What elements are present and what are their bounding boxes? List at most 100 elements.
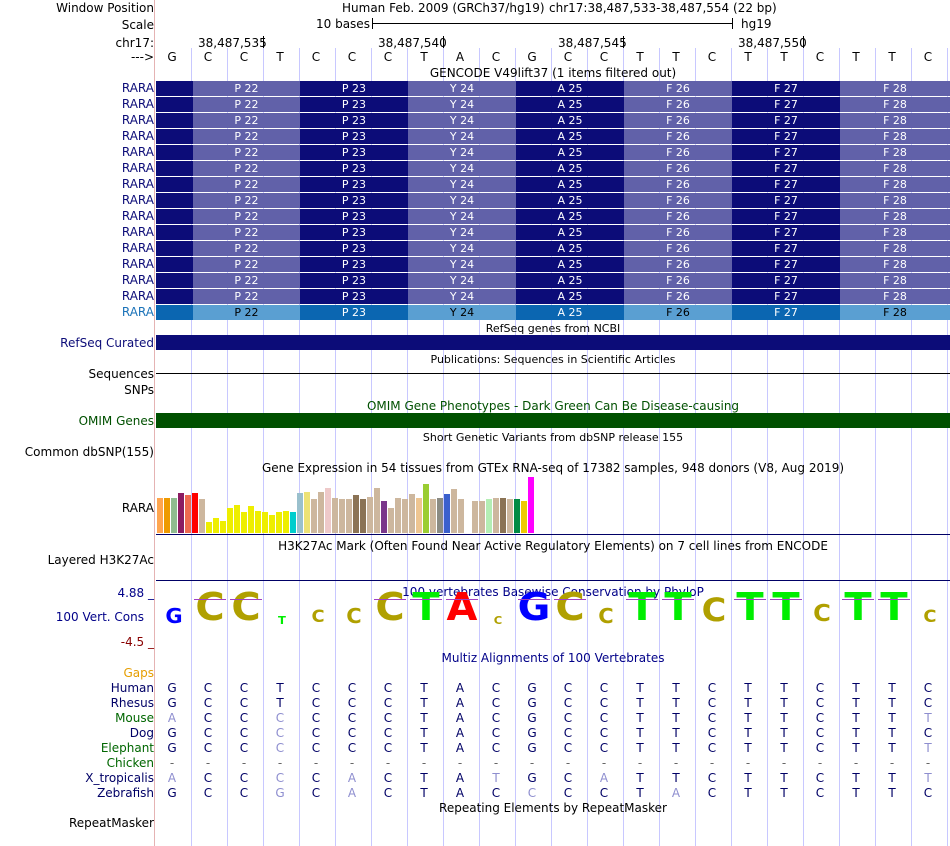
- codon-cell[interactable]: F 27: [732, 241, 840, 256]
- codon-fragment[interactable]: [156, 177, 193, 192]
- codon-cell[interactable]: P 23: [300, 129, 408, 144]
- gtex-tissue-bar[interactable]: [220, 521, 226, 533]
- codon-cell[interactable]: F 28: [840, 97, 950, 112]
- omim-track-title[interactable]: OMIM Gene Phenotypes - Dark Green Can Be…: [366, 399, 740, 413]
- gtex-tissue-bar[interactable]: [458, 499, 464, 533]
- codon-cell[interactable]: F 26: [624, 257, 732, 272]
- gtex-tissue-bar[interactable]: [241, 512, 247, 533]
- codon-cell[interactable]: Y 24: [408, 177, 516, 192]
- codon-cell[interactable]: P 23: [300, 177, 408, 192]
- codon-cell[interactable]: F 27: [732, 257, 840, 272]
- multiz-species-label[interactable]: Zebrafish: [97, 786, 154, 800]
- gencode-transcript-row[interactable]: P 22 P 23 Y 24 A 25 F 26 F 27 F 28: [156, 209, 950, 224]
- codon-cell[interactable]: F 26: [624, 129, 732, 144]
- codon-cell[interactable]: P 22: [193, 161, 300, 176]
- refseq-gene-bar[interactable]: [156, 335, 950, 350]
- gtex-tissue-bar[interactable]: [451, 489, 457, 533]
- gtex-expression-chart[interactable]: [156, 476, 556, 533]
- codon-cell[interactable]: F 28: [840, 257, 950, 272]
- codon-cell[interactable]: P 23: [300, 97, 408, 112]
- codon-cell[interactable]: P 22: [193, 241, 300, 256]
- codon-fragment[interactable]: [156, 161, 193, 176]
- gtex-tissue-bar[interactable]: [178, 493, 184, 533]
- codon-cell[interactable]: Y 24: [408, 145, 516, 160]
- gtex-tissue-bar[interactable]: [528, 477, 534, 533]
- gtex-tissue-bar[interactable]: [423, 484, 429, 533]
- codon-fragment[interactable]: [156, 289, 193, 304]
- gencode-transcript-row[interactable]: P 22 P 23 Y 24 A 25 F 26 F 27 F 28: [156, 177, 950, 192]
- omim-gene-bar[interactable]: [156, 413, 950, 428]
- codon-cell[interactable]: A 25: [516, 129, 624, 144]
- codon-cell[interactable]: A 25: [516, 273, 624, 288]
- gtex-tissue-bar[interactable]: [486, 499, 492, 533]
- codon-cell[interactable]: A 25: [516, 289, 624, 304]
- gtex-tissue-bar[interactable]: [416, 498, 422, 533]
- codon-cell[interactable]: P 23: [300, 113, 408, 128]
- codon-cell[interactable]: Y 24: [408, 161, 516, 176]
- codon-cell[interactable]: F 27: [732, 177, 840, 192]
- multiz-species-label[interactable]: Rhesus: [110, 696, 154, 710]
- codon-cell[interactable]: Y 24: [408, 225, 516, 240]
- gtex-tissue-bar[interactable]: [297, 493, 303, 533]
- codon-cell[interactable]: P 22: [193, 177, 300, 192]
- codon-cell[interactable]: F 26: [624, 177, 732, 192]
- gtex-tissue-bar[interactable]: [304, 492, 310, 533]
- codon-cell[interactable]: A 25: [516, 81, 624, 96]
- codon-cell[interactable]: F 27: [732, 193, 840, 208]
- codon-cell[interactable]: P 23: [300, 225, 408, 240]
- codon-cell[interactable]: Y 24: [408, 81, 516, 96]
- publications-snps-label[interactable]: SNPs: [124, 383, 154, 397]
- codon-cell[interactable]: Y 24: [408, 289, 516, 304]
- gencode-transcript-row[interactable]: P 22 P 23 Y 24 A 25 F 26 F 27 F 28: [156, 193, 950, 208]
- codon-cell[interactable]: P 23: [300, 193, 408, 208]
- codon-cell[interactable]: F 27: [732, 209, 840, 224]
- codon-cell[interactable]: P 22: [193, 305, 300, 320]
- gencode-transcript-label[interactable]: RARA: [121, 161, 154, 175]
- gtex-track-label[interactable]: RARA: [121, 501, 154, 515]
- gtex-tissue-bar[interactable]: [500, 498, 506, 533]
- codon-fragment[interactable]: [156, 241, 193, 256]
- codon-cell[interactable]: Y 24: [408, 257, 516, 272]
- gtex-tissue-bar[interactable]: [395, 498, 401, 533]
- codon-cell[interactable]: F 26: [624, 193, 732, 208]
- codon-cell[interactable]: A 25: [516, 193, 624, 208]
- codon-cell[interactable]: F 27: [732, 225, 840, 240]
- refseq-track-title[interactable]: RefSeq genes from NCBI: [485, 322, 621, 335]
- codon-cell[interactable]: F 28: [840, 241, 950, 256]
- codon-cell[interactable]: P 23: [300, 209, 408, 224]
- h3k27ac-track-title[interactable]: H3K27Ac Mark (Often Found Near Active Re…: [278, 539, 828, 553]
- codon-cell[interactable]: F 26: [624, 225, 732, 240]
- gencode-transcript-label[interactable]: RARA: [121, 81, 154, 95]
- gencode-transcript-label[interactable]: RARA: [121, 273, 154, 287]
- codon-cell[interactable]: A 25: [516, 209, 624, 224]
- codon-cell[interactable]: A 25: [516, 305, 624, 320]
- gencode-transcript-row[interactable]: P 22 P 23 Y 24 A 25 F 26 F 27 F 28: [156, 273, 950, 288]
- codon-fragment[interactable]: [156, 97, 193, 112]
- codon-cell[interactable]: P 22: [193, 113, 300, 128]
- gencode-transcript-label[interactable]: RARA: [121, 257, 154, 271]
- codon-cell[interactable]: Y 24: [408, 273, 516, 288]
- codon-cell[interactable]: F 28: [840, 193, 950, 208]
- codon-cell[interactable]: F 28: [840, 209, 950, 224]
- gencode-transcript-label[interactable]: RARA: [121, 97, 154, 111]
- gencode-transcript-label[interactable]: RARA: [121, 289, 154, 303]
- codon-cell[interactable]: F 28: [840, 113, 950, 128]
- codon-cell[interactable]: F 28: [840, 129, 950, 144]
- gtex-tissue-bar[interactable]: [164, 498, 170, 533]
- codon-cell[interactable]: P 22: [193, 81, 300, 96]
- codon-cell[interactable]: F 27: [732, 81, 840, 96]
- codon-cell[interactable]: F 27: [732, 97, 840, 112]
- gtex-tissue-bar[interactable]: [290, 512, 296, 533]
- codon-cell[interactable]: A 25: [516, 225, 624, 240]
- gencode-transcript-label[interactable]: RARA: [121, 241, 154, 255]
- gtex-tissue-bar[interactable]: [437, 498, 443, 533]
- repeatmasker-track-label[interactable]: RepeatMasker: [68, 816, 154, 830]
- gencode-transcript-row[interactable]: P 22 P 23 Y 24 A 25 F 26 F 27 F 28: [156, 305, 950, 320]
- publications-sequences-label[interactable]: Sequences: [88, 367, 154, 381]
- codon-cell[interactable]: F 28: [840, 305, 950, 320]
- codon-cell[interactable]: F 28: [840, 177, 950, 192]
- gtex-tissue-bar[interactable]: [185, 495, 191, 533]
- gtex-tissue-bar[interactable]: [339, 499, 345, 533]
- codon-cell[interactable]: F 28: [840, 161, 950, 176]
- gtex-tissue-bar[interactable]: [213, 518, 219, 533]
